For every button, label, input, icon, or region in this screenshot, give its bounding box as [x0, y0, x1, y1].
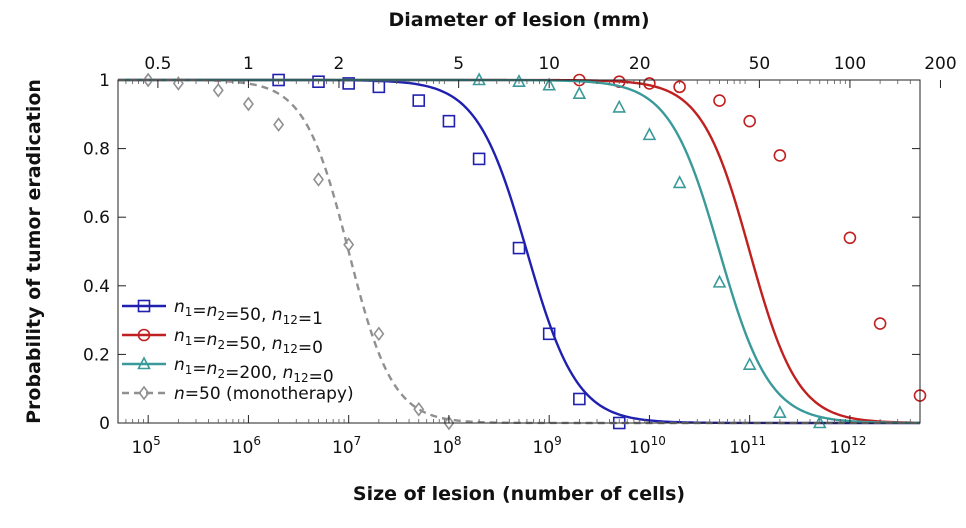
top-tick-label: 200	[924, 54, 956, 74]
data-point	[413, 401, 425, 417]
top-tick-label: 1	[243, 54, 254, 74]
data-point	[273, 117, 285, 132]
legend-marker	[137, 299, 151, 313]
data-point	[672, 175, 687, 189]
legend-label: n1=n2=200, n12=0	[174, 355, 334, 387]
data-point	[542, 327, 556, 341]
top-tick-label: 10	[538, 54, 560, 74]
x-tick-label: 109	[533, 434, 562, 458]
data-point	[443, 415, 455, 431]
data-point	[373, 326, 385, 342]
data-point	[512, 241, 526, 255]
legend-marker	[138, 385, 150, 401]
x-tick-label: 1010	[629, 434, 666, 458]
data-point	[773, 149, 787, 162]
x-tick-label: 106	[232, 434, 261, 458]
data-point	[542, 77, 557, 91]
top-tick-label: 50	[749, 54, 771, 74]
data-point	[312, 75, 325, 89]
data-point	[472, 152, 486, 166]
legend-marker	[137, 328, 151, 342]
legend-marker	[137, 356, 151, 370]
y-tick-label: 0.6	[83, 208, 110, 228]
legend-label: n1=n2=50, n12=0	[174, 326, 323, 358]
data-point	[572, 85, 587, 100]
data-point	[512, 73, 526, 88]
data-point	[773, 404, 787, 419]
data-point	[172, 76, 184, 91]
top-tick-label: 20	[629, 54, 651, 74]
y-tick-label: 0.2	[83, 345, 110, 365]
data-point	[142, 72, 154, 88]
data-point	[573, 392, 586, 406]
data-point	[743, 114, 756, 128]
x-tick-label: 107	[332, 434, 361, 458]
data-point	[442, 114, 456, 128]
x-axis-title: Size of lesion (number of cells)	[353, 483, 685, 505]
data-point	[843, 231, 857, 245]
legend-label: n1=n2=50, n12=1	[174, 297, 323, 329]
data-point	[342, 77, 355, 90]
data-point	[313, 172, 324, 187]
data-point	[472, 72, 486, 86]
top-tick-label: 0.5	[144, 54, 171, 74]
data-point	[612, 99, 627, 113]
data-point	[712, 274, 727, 288]
data-point	[343, 237, 355, 252]
top-tick-label: 100	[834, 54, 866, 74]
data-point	[212, 82, 224, 98]
y-tick-label: 0	[99, 414, 110, 434]
top-axis-title: Diameter of lesion (mm)	[388, 9, 649, 31]
top-tick-label: 5	[453, 54, 464, 74]
x-tick-label: 1012	[829, 434, 866, 458]
data-point	[873, 317, 887, 330]
legend: n1=n2=50, n12=1n1=n2=50, n12=0n1=n2=200,…	[122, 297, 354, 404]
legend-label: n=50 (monotherapy)	[174, 384, 354, 404]
data-point	[742, 356, 757, 370]
data-point	[713, 94, 726, 107]
y-tick-label: 0.8	[83, 140, 110, 160]
x-tick-label: 108	[432, 434, 461, 458]
data-point	[643, 77, 656, 90]
y-tick-label: 0.4	[83, 277, 110, 297]
y-tick-label: 1	[99, 71, 110, 91]
top-tick-label: 2	[334, 54, 345, 74]
y-axis-title: Probability of tumor eradication	[23, 79, 45, 424]
data-point	[242, 96, 254, 112]
data-point	[412, 94, 426, 107]
x-tick-label: 1011	[729, 434, 766, 458]
data-point	[642, 127, 657, 141]
x-tick-label: 105	[132, 434, 161, 458]
